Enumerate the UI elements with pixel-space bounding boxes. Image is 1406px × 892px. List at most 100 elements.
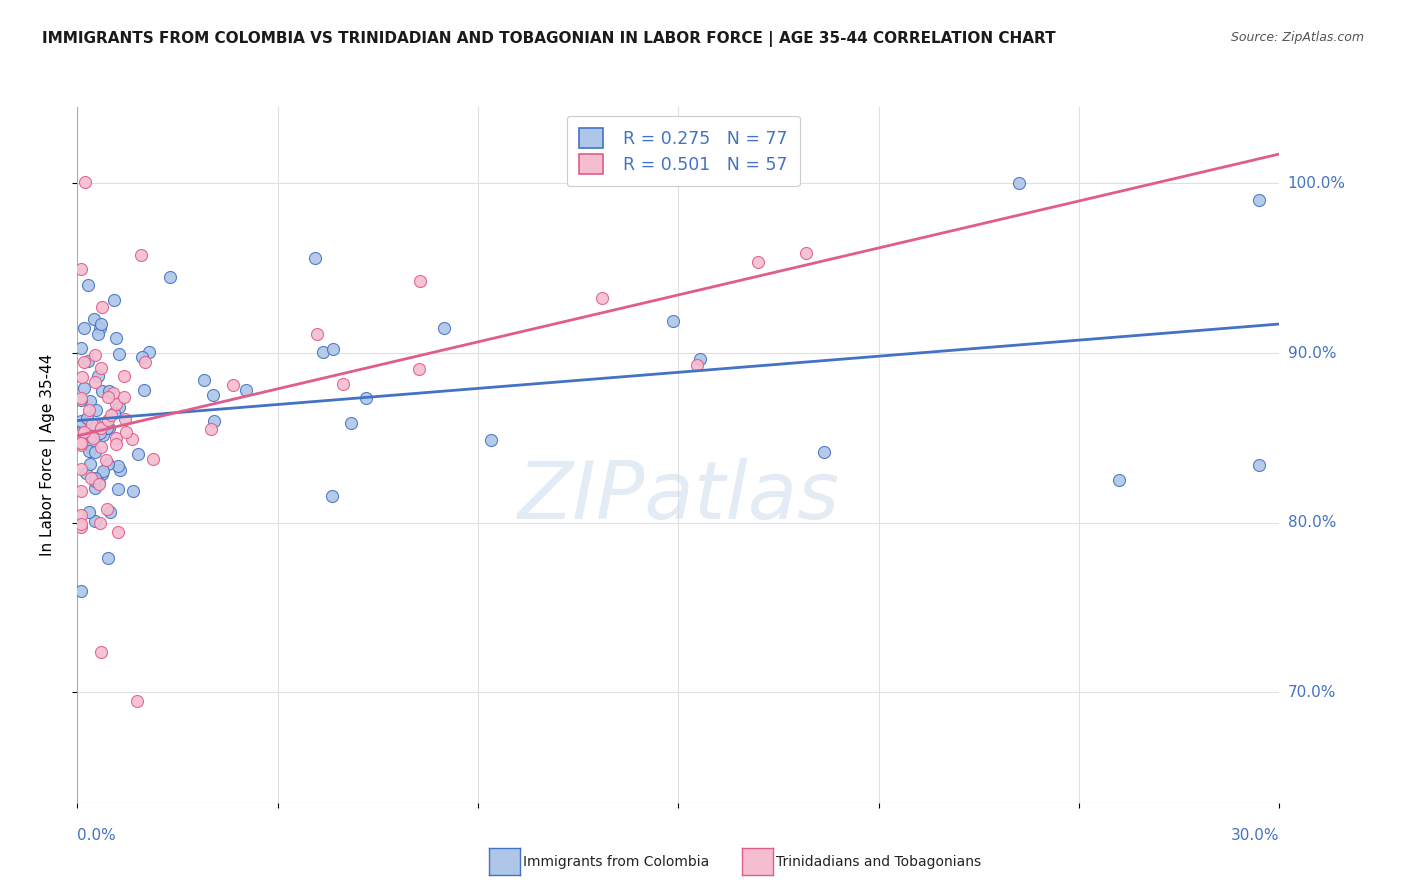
Point: [89, 516, 111, 530]
Point: [132, 383, 155, 397]
Point: [80, 441, 103, 455]
Point: [83, 471, 105, 485]
Point: [105, 397, 128, 411]
Point: [77, 403, 100, 417]
Point: [70, 414, 93, 428]
Point: [134, 355, 156, 369]
Point: [103, 293, 125, 308]
Point: [80, 439, 103, 453]
Point: [73, 354, 96, 368]
Point: [103, 406, 125, 420]
Point: [90, 361, 112, 376]
Point: [90, 300, 112, 314]
Point: [1249, 458, 1271, 473]
Point: [79, 444, 101, 458]
Point: [104, 437, 127, 451]
Point: [1108, 474, 1130, 488]
Y-axis label: In Labor Force | Age 35-44: In Labor Force | Age 35-44: [41, 354, 56, 556]
Point: [409, 274, 432, 288]
Point: [222, 378, 245, 392]
Point: [356, 392, 378, 406]
Text: Trinidadians and Tobagonians: Trinidadians and Tobagonians: [776, 855, 981, 869]
Point: [813, 445, 835, 459]
Text: 90.0%: 90.0%: [1288, 345, 1336, 360]
Point: [97, 421, 120, 435]
Point: [70, 484, 93, 499]
Point: [70, 520, 93, 534]
Text: Immigrants from Colombia: Immigrants from Colombia: [523, 855, 709, 869]
Point: [339, 417, 361, 431]
Point: [304, 251, 326, 265]
Point: [89, 476, 111, 491]
Point: [87, 327, 110, 342]
Point: [202, 387, 225, 401]
Point: [87, 368, 110, 383]
Point: [70, 262, 93, 277]
Point: [321, 489, 343, 503]
Text: 70.0%: 70.0%: [1288, 685, 1336, 700]
Point: [84, 375, 107, 389]
Point: [76, 411, 98, 425]
Text: ZIPatlas: ZIPatlas: [517, 458, 839, 536]
Point: [90, 645, 112, 659]
Point: [77, 278, 100, 293]
Point: [89, 476, 111, 491]
Point: [794, 245, 817, 260]
Point: [83, 311, 105, 326]
Point: [70, 369, 93, 384]
Text: 30.0%: 30.0%: [1232, 828, 1279, 843]
Point: [84, 514, 107, 528]
Point: [90, 440, 112, 454]
Point: [75, 175, 97, 189]
Point: [1008, 177, 1031, 191]
Point: [107, 401, 129, 415]
Point: [479, 433, 502, 447]
Point: [90, 317, 112, 331]
Point: [90, 384, 112, 398]
Point: [98, 384, 121, 399]
Text: 100.0%: 100.0%: [1288, 176, 1346, 191]
Point: [202, 414, 225, 428]
Point: [332, 377, 354, 392]
Point: [70, 438, 93, 452]
Point: [107, 482, 129, 496]
Point: [89, 321, 111, 335]
Point: [75, 466, 97, 480]
Point: [114, 412, 136, 426]
Point: [235, 383, 257, 397]
Point: [97, 457, 120, 471]
Point: [77, 505, 100, 519]
Point: [122, 483, 145, 498]
Point: [97, 551, 120, 566]
Point: [72, 321, 94, 335]
Point: [112, 390, 135, 404]
Point: [110, 463, 132, 477]
Point: [127, 694, 149, 708]
Point: [97, 390, 120, 404]
Point: [433, 321, 456, 335]
Point: [70, 583, 93, 598]
Point: [200, 422, 222, 436]
Point: [662, 314, 685, 328]
Point: [107, 458, 129, 473]
Point: [89, 426, 111, 441]
Point: [80, 429, 103, 443]
Point: [689, 352, 711, 367]
Point: [322, 342, 344, 356]
Point: [77, 353, 100, 368]
Point: [138, 345, 160, 359]
Point: [70, 425, 93, 439]
Text: 80.0%: 80.0%: [1288, 516, 1336, 531]
Point: [305, 326, 328, 341]
Point: [70, 426, 93, 441]
Point: [97, 413, 120, 427]
Point: [84, 417, 107, 432]
Point: [131, 248, 153, 262]
Point: [80, 471, 103, 485]
Point: [70, 461, 93, 475]
Point: [80, 417, 103, 432]
Point: [408, 361, 430, 376]
Point: [686, 358, 709, 372]
Point: [747, 255, 769, 269]
Point: [96, 501, 118, 516]
